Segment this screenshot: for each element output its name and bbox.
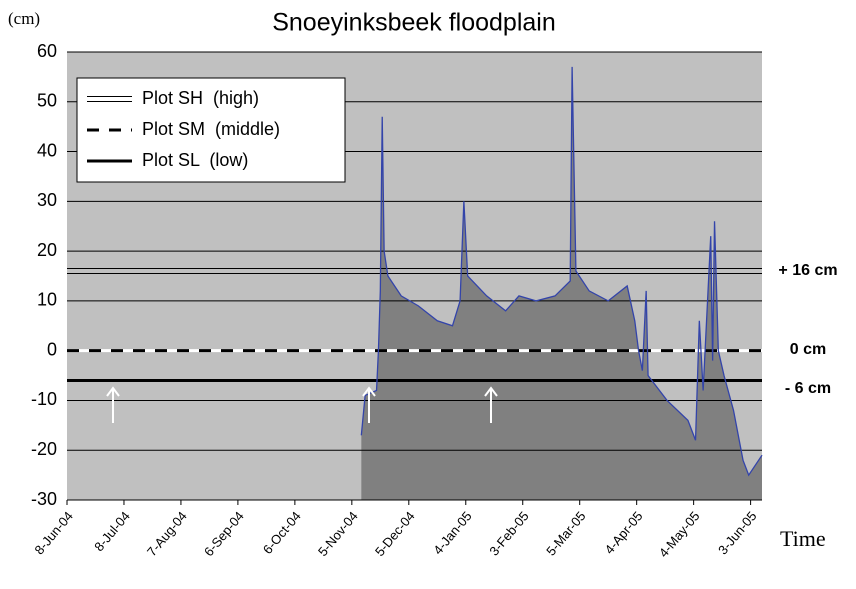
x-tick-label: 6-Oct-04 — [260, 508, 304, 556]
x-tick-label: 7-Aug-04 — [144, 508, 190, 559]
y-tick-label: 40 — [37, 140, 57, 160]
x-tick-label: 6-Sep-04 — [201, 508, 247, 559]
x-tick-label: 3-Feb-05 — [486, 508, 531, 558]
x-tick-label: 5-Dec-04 — [372, 508, 418, 559]
y-tick-label: 10 — [37, 290, 57, 310]
arrow — [484, 386, 498, 423]
y-tick-label: 50 — [37, 91, 57, 111]
arrow — [106, 386, 120, 423]
y-tick-label: 0 — [47, 339, 57, 359]
legend: Plot SH (high) Plot SM (middle) Plot SL (l… — [76, 77, 346, 183]
x-tick-label: 5-Mar-05 — [543, 508, 588, 558]
x-tick-label: 4-Jan-05 — [430, 508, 474, 557]
y-tick-label: -20 — [31, 439, 57, 459]
y-tick-label: -30 — [31, 489, 57, 509]
reference-label: + 16 cm — [778, 262, 837, 279]
x-axis-label: Time — [780, 526, 826, 551]
reference-label: - 6 cm — [785, 380, 831, 397]
area-fill — [361, 66, 762, 500]
y-axis-label: (cm) — [8, 9, 40, 28]
x-tick-label: 4-May-05 — [656, 508, 703, 560]
arrow — [362, 386, 376, 423]
chart-title: Snoeyinksbeek floodplain — [272, 9, 556, 37]
x-tick-label: 5-Nov-04 — [315, 508, 361, 559]
y-tick-label: 30 — [37, 190, 57, 210]
x-tick-label: 4-Apr-05 — [602, 508, 646, 556]
reference-label: 0 cm — [790, 341, 826, 358]
x-tick-label: 8-Jul-04 — [91, 508, 133, 554]
arrows — [106, 386, 498, 423]
reference-layer — [67, 268, 762, 383]
x-tick-label: 3-Jun-05 — [715, 508, 759, 557]
y-tick-label: 20 — [37, 240, 57, 260]
fill-layer — [361, 66, 762, 500]
x-tick-label: 8-Jun-04 — [31, 508, 75, 557]
y-tick-label: -10 — [31, 389, 57, 409]
series-line — [360, 66, 763, 477]
legend-label: Plot SH (high) — [142, 88, 259, 108]
legend-label: Plot SL (low) — [142, 150, 248, 170]
legend-label: Plot SM (middle) — [142, 119, 280, 139]
y-tick-label: 60 — [37, 41, 57, 61]
grid-layer — [67, 51, 762, 501]
